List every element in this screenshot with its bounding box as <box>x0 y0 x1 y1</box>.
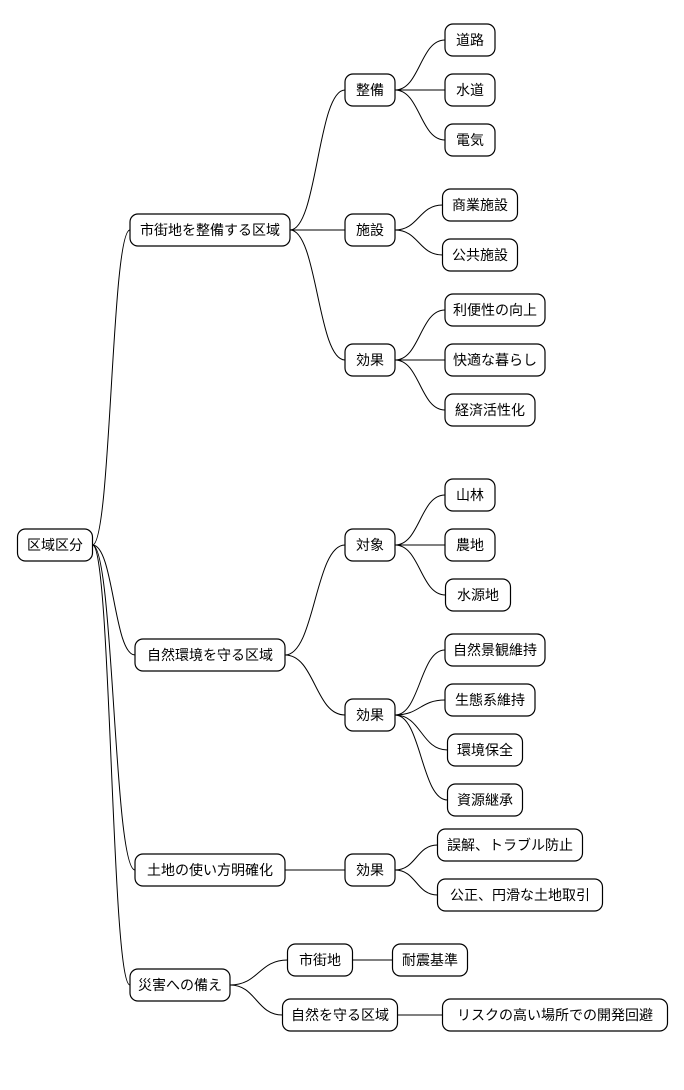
edge <box>395 230 443 255</box>
tree-node: 誤解、トラブル防止 <box>438 829 583 861</box>
node-label: 効果 <box>356 352 384 368</box>
node-label: 環境保全 <box>457 742 513 758</box>
edge <box>395 650 445 715</box>
edge <box>290 230 345 360</box>
edge <box>395 870 438 895</box>
node-label: 耐震基準 <box>402 952 458 968</box>
node-label: 自然を守る区域 <box>291 1007 389 1023</box>
tree-node: 区域区分 <box>18 529 93 561</box>
node-label: 資源継承 <box>457 792 513 808</box>
node-label: 水道 <box>456 82 484 98</box>
tree-node: 水源地 <box>446 579 511 611</box>
node-label: 自然景観維持 <box>453 642 537 658</box>
tree-node: 市街地を整備する区域 <box>130 214 290 246</box>
node-label: 市街地を整備する区域 <box>140 222 280 238</box>
node-label: 誤解、トラブル防止 <box>447 837 573 853</box>
edge <box>395 495 445 545</box>
edge <box>230 985 283 1015</box>
node-label: 公正、円滑な土地取引 <box>450 887 590 903</box>
mindmap-diagram: 区域区分 市街地を整備する区域自然環境を守る区域土地の使い方明確化災害への備え 整備… <box>0 0 684 1090</box>
node-label: 市街地 <box>299 952 341 968</box>
node-label: 商業施設 <box>452 197 508 213</box>
node-label: 農地 <box>456 537 484 553</box>
tree-node: 利便性の向上 <box>445 294 545 326</box>
tree-node: リスクの高い場所での開発回避 <box>443 999 668 1031</box>
tree-node: 耐震基準 <box>393 944 468 976</box>
tree-node: 市街地 <box>288 944 353 976</box>
node-label: 効果 <box>356 707 384 723</box>
tree-node: 経済活性化 <box>445 394 535 426</box>
tree-node: 道路 <box>445 24 495 56</box>
edge <box>395 360 445 410</box>
tree-node: 公共施設 <box>443 239 518 271</box>
tree-node: 水道 <box>445 74 495 106</box>
node-label: 自然環境を守る区域 <box>147 647 273 663</box>
edge <box>285 655 345 715</box>
tree-node: 対象 <box>345 529 395 561</box>
tree-node: 自然環境を守る区域 <box>135 639 285 671</box>
tree-node: 快適な暮らし <box>445 344 545 376</box>
node-label: 生態系維持 <box>455 692 525 708</box>
node-label: 利便性の向上 <box>453 302 537 318</box>
nodes-layer: 区域区分 市街地を整備する区域自然環境を守る区域土地の使い方明確化災害への備え 整備… <box>18 24 668 1031</box>
node-label: 電気 <box>456 132 484 148</box>
edge <box>230 960 288 985</box>
node-label: 道路 <box>456 32 484 48</box>
edge <box>93 545 136 655</box>
tree-node: 施設 <box>345 214 395 246</box>
tree-node: 効果 <box>345 699 395 731</box>
tree-node: 土地の使い方明確化 <box>135 854 285 886</box>
node-label: 土地の使い方明確化 <box>147 862 273 878</box>
node-label: 経済活性化 <box>455 402 525 418</box>
tree-node: 効果 <box>345 344 395 376</box>
tree-node: 資源継承 <box>448 784 523 816</box>
edge <box>395 90 445 140</box>
edge <box>285 545 345 655</box>
edge <box>93 545 131 985</box>
tree-node: 電気 <box>445 124 495 156</box>
tree-node: 整備 <box>345 74 395 106</box>
node-label: 災害への備え <box>138 977 222 993</box>
edge <box>395 310 445 360</box>
tree-node: 商業施設 <box>443 189 518 221</box>
tree-node: 環境保全 <box>448 734 523 766</box>
edge <box>395 205 443 230</box>
node-label: 公共施設 <box>452 247 508 263</box>
edge <box>395 845 438 870</box>
edge <box>290 90 345 230</box>
node-label: 山林 <box>456 487 484 503</box>
tree-node: 山林 <box>445 479 495 511</box>
edge <box>395 715 448 800</box>
node-label: 水源地 <box>457 587 499 603</box>
node-label: リスクの高い場所での開発回避 <box>457 1007 653 1023</box>
tree-node: 災害への備え <box>130 969 230 1001</box>
node-label: 快適な暮らし <box>453 352 537 368</box>
node-label: 効果 <box>356 862 384 878</box>
node-label: 区域区分 <box>27 537 83 553</box>
tree-node: 公正、円滑な土地取引 <box>438 879 603 911</box>
edge <box>93 230 131 545</box>
edge <box>395 545 446 595</box>
edge <box>395 715 448 750</box>
node-label: 施設 <box>356 222 384 238</box>
tree-node: 農地 <box>445 529 495 561</box>
tree-node: 自然を守る区域 <box>283 999 398 1031</box>
tree-node: 生態系維持 <box>445 684 535 716</box>
edge <box>395 40 445 90</box>
node-label: 整備 <box>356 82 384 98</box>
tree-node: 自然景観維持 <box>445 634 545 666</box>
tree-node: 効果 <box>345 854 395 886</box>
node-label: 対象 <box>356 537 384 553</box>
